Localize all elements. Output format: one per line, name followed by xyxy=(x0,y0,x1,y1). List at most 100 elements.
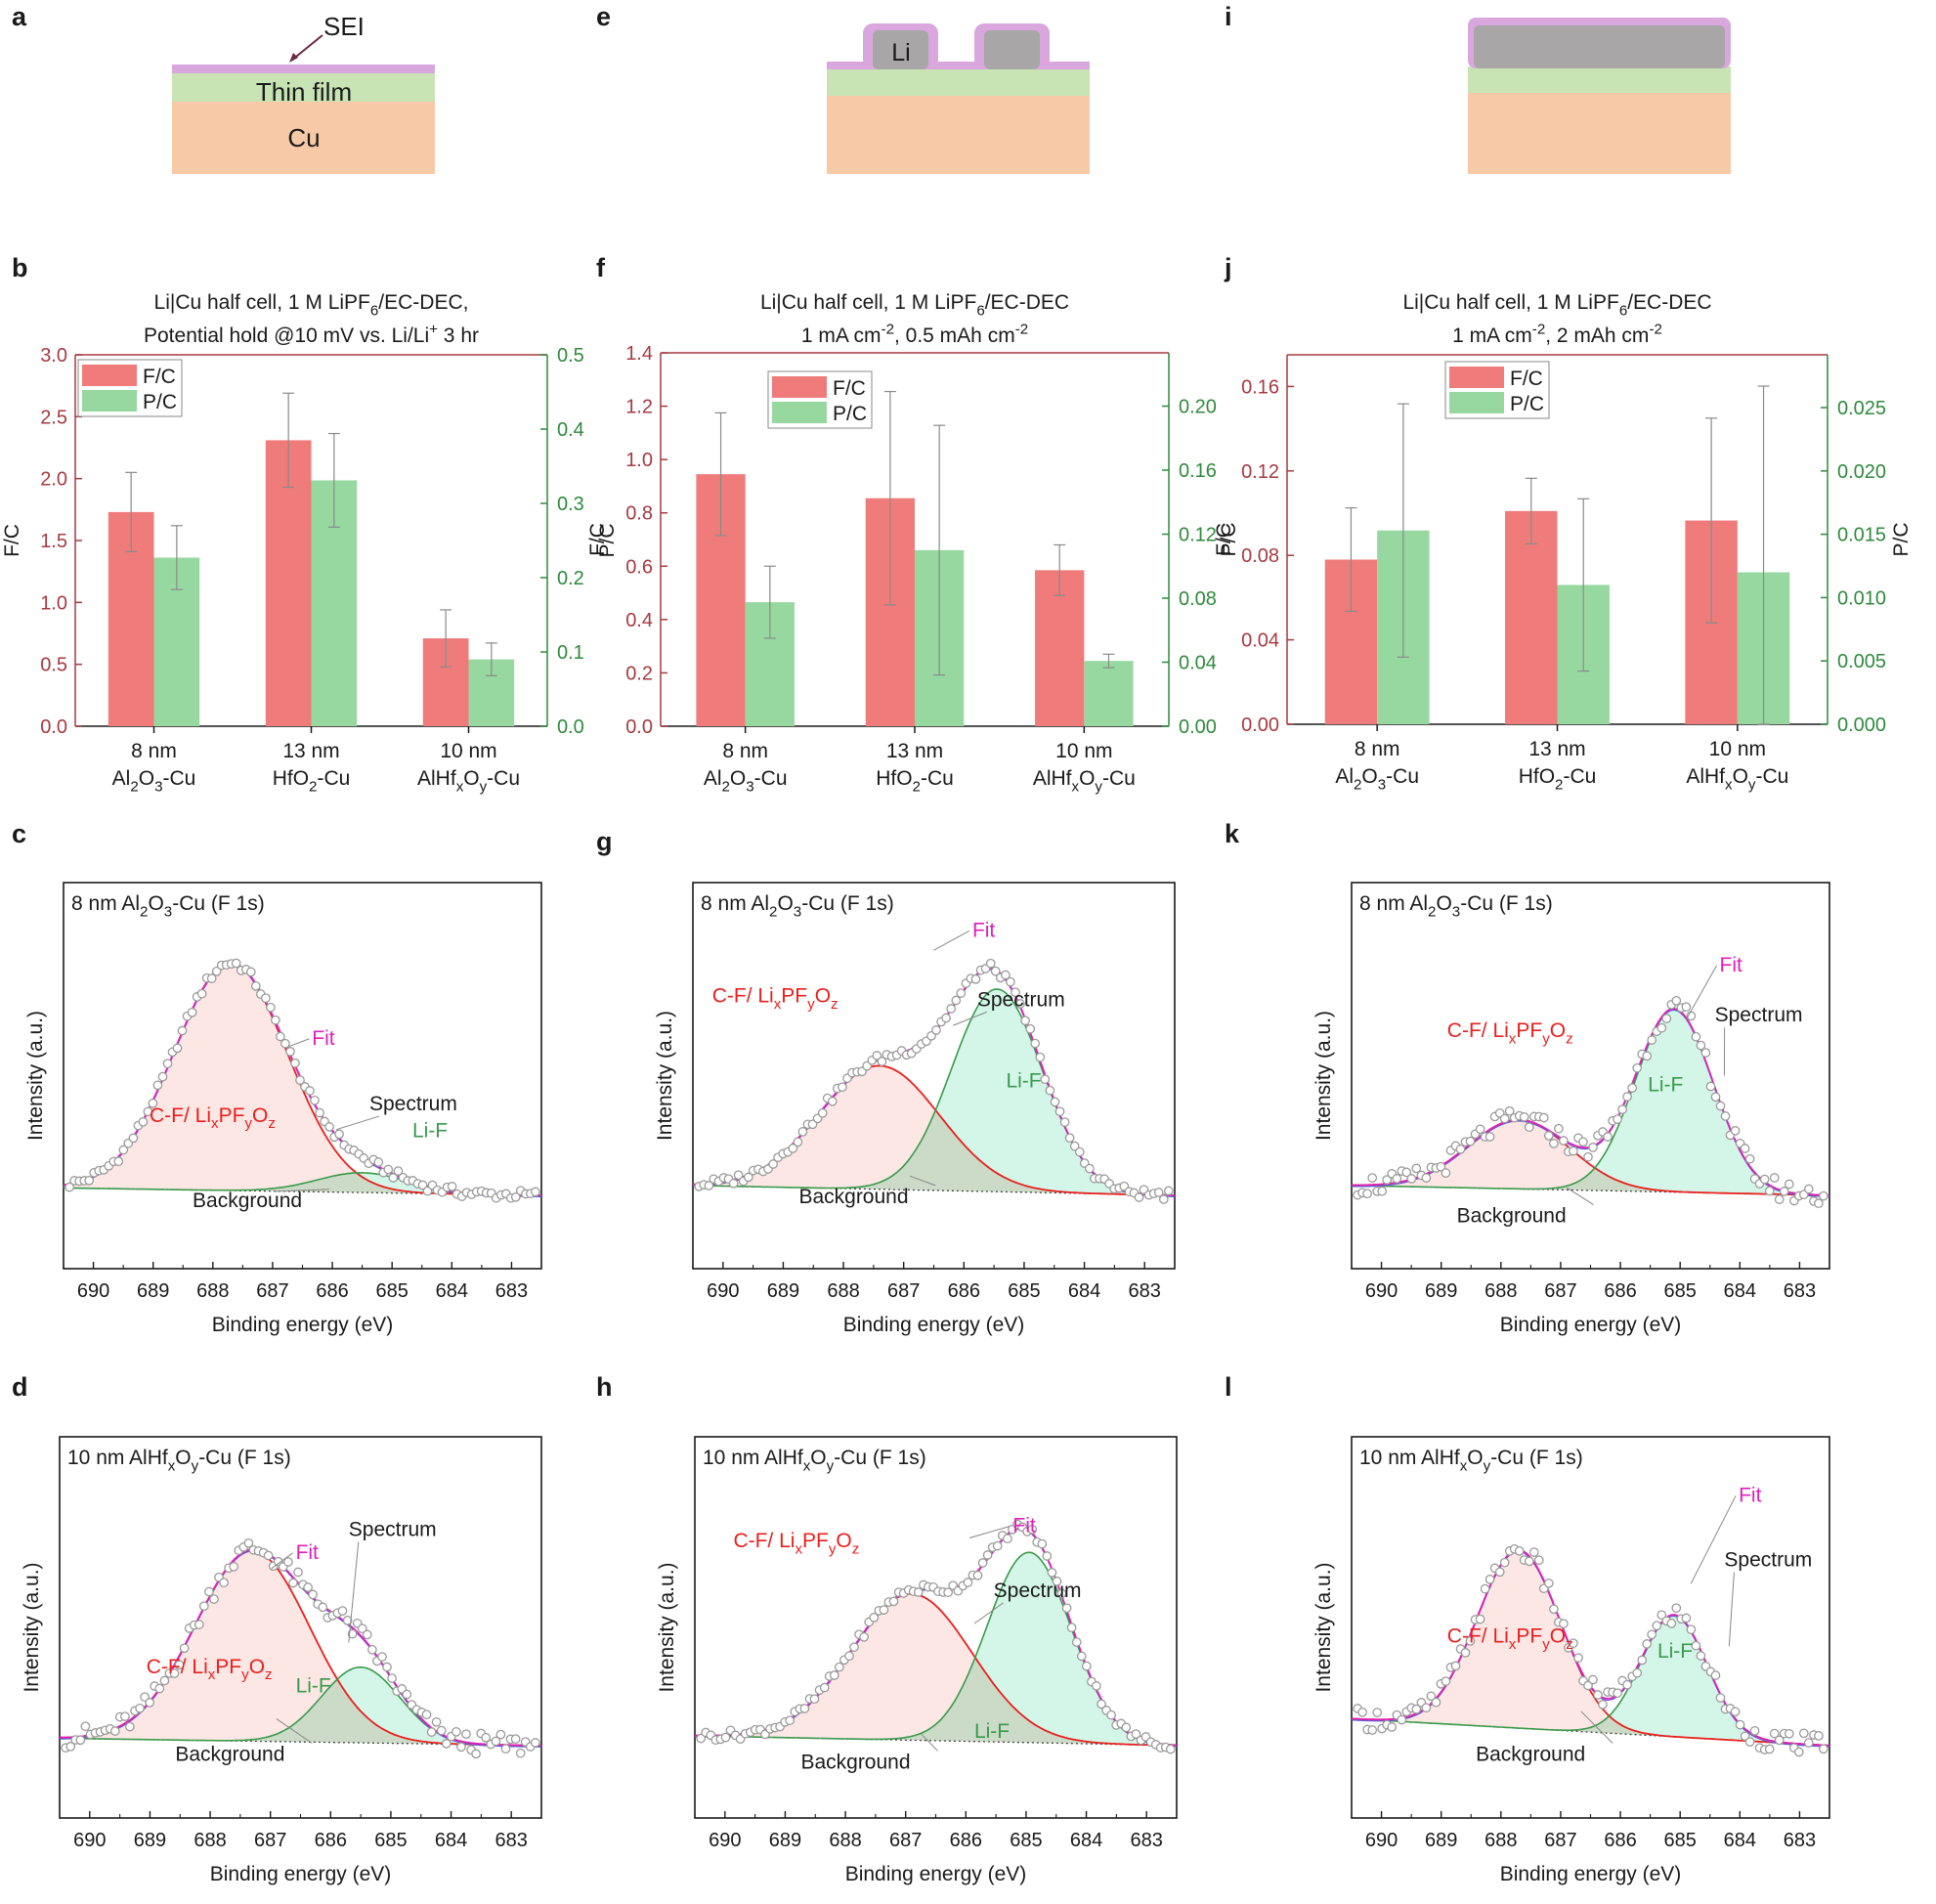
y2-tick-label: 0.20 xyxy=(1179,397,1217,418)
y-tick-label: 0.0 xyxy=(40,716,67,738)
data-point xyxy=(1633,1064,1641,1072)
y-tick-label: 0.6 xyxy=(625,556,653,578)
data-point xyxy=(829,1098,837,1105)
li-deposit-i xyxy=(1474,25,1725,68)
data-point xyxy=(1062,1604,1070,1612)
data-point xyxy=(155,1684,163,1692)
data-point xyxy=(452,1728,460,1736)
thin-film-layer-e xyxy=(827,69,1090,96)
category-label: 10 nm xyxy=(1055,740,1112,762)
background-label: Background xyxy=(193,1190,302,1212)
category-label: HfO2-Cu xyxy=(273,767,351,795)
data-point xyxy=(1441,1169,1449,1177)
x-tick-label: 688 xyxy=(194,1830,226,1851)
y2-tick-label: 0.08 xyxy=(1179,588,1217,610)
data-point xyxy=(978,1559,986,1567)
data-point xyxy=(915,1588,923,1596)
data-point xyxy=(81,1722,89,1730)
y-axis-label: Intensity (a.u.) xyxy=(654,1011,676,1141)
x-tick-label: 690 xyxy=(707,1280,739,1302)
data-point xyxy=(338,1607,346,1615)
category-label: 8 nm xyxy=(131,740,177,762)
data-point xyxy=(532,1739,539,1747)
category-label: 13 nm xyxy=(886,740,943,762)
data-point xyxy=(1662,1015,1670,1022)
spectrum-label: Spectrum xyxy=(1715,1004,1803,1026)
thin-film-layer-i xyxy=(1468,66,1731,93)
chart-title-line: Li|Cu half cell, 1 M LiPF6/EC-DEC, xyxy=(154,291,469,319)
lif-label: Li-F xyxy=(974,1720,1010,1743)
data-point xyxy=(1741,1145,1748,1152)
data-point xyxy=(422,1710,430,1718)
data-point xyxy=(1815,1199,1823,1207)
category-label: 10 nm xyxy=(440,740,496,762)
data-point xyxy=(983,1551,991,1559)
data-point xyxy=(819,1109,827,1117)
data-point xyxy=(139,1118,147,1126)
panel-letter-b: b xyxy=(12,253,28,282)
xps-chart-c: 690 689 688 687 686 685 684 683Binding energy (… xyxy=(24,883,541,1336)
data-point xyxy=(1496,1568,1504,1576)
category-label: AlHfxOy-Cu xyxy=(417,767,520,795)
schematic-e: Li xyxy=(827,23,1090,174)
category-label: 13 nm xyxy=(1528,738,1585,760)
data-point xyxy=(1682,1614,1690,1622)
data-point xyxy=(427,1728,435,1736)
x-tick-label: 687 xyxy=(256,1280,288,1302)
data-point xyxy=(1165,1187,1173,1194)
background-label: Background xyxy=(1476,1744,1585,1766)
x-tick-label: 683 xyxy=(495,1830,528,1851)
data-point xyxy=(374,1158,382,1166)
spectrum-label: Spectrum xyxy=(349,1518,437,1540)
category-label: AlHfxOy-Cu xyxy=(1033,767,1136,795)
data-point xyxy=(1643,1640,1651,1648)
x-tick-label: 684 xyxy=(1070,1830,1102,1851)
y-axis-label: F/C xyxy=(1,524,23,557)
data-point xyxy=(1776,1195,1784,1203)
data-point xyxy=(964,1579,971,1586)
data-point xyxy=(1107,1711,1115,1719)
data-point xyxy=(1441,1677,1449,1685)
x-tick-label: 683 xyxy=(495,1280,528,1302)
data-point xyxy=(1584,1153,1592,1161)
data-point xyxy=(1026,1025,1034,1033)
data-point xyxy=(286,1048,294,1056)
data-point xyxy=(1599,1701,1607,1709)
data-point xyxy=(1701,1049,1709,1057)
x-tick-label: 688 xyxy=(827,1280,859,1302)
data-point xyxy=(368,1646,376,1654)
bar-chart-f: Li|Cu half cell, 1 M LiPF6/EC-DEC1 mA cm… xyxy=(586,291,1240,795)
bar-pc xyxy=(1084,661,1133,726)
y-tick-label: 0.8 xyxy=(625,503,653,525)
data-point xyxy=(294,1568,302,1576)
sei-layer xyxy=(172,65,435,73)
data-point xyxy=(1657,1024,1665,1032)
schematic-a: Thin film Cu SEI xyxy=(172,12,435,174)
data-point xyxy=(1083,1662,1091,1669)
data-point xyxy=(1373,1709,1381,1716)
data-point xyxy=(1073,1638,1081,1646)
data-point xyxy=(432,1718,440,1726)
figure: a b c d e f g h i j k l Thin film Cu SEI… xyxy=(0,0,1936,1904)
data-point xyxy=(1122,1723,1130,1731)
x-tick-label: 688 xyxy=(1484,1830,1517,1851)
data-point xyxy=(957,989,965,997)
data-point xyxy=(121,1712,129,1720)
spectrum-label: Spectrum xyxy=(1724,1549,1812,1572)
data-point xyxy=(1038,1539,1046,1547)
y2-tick-label: 0.025 xyxy=(1837,398,1886,419)
data-point xyxy=(384,1165,392,1173)
data-point xyxy=(1004,1535,1011,1542)
panel-letter-k: k xyxy=(1225,819,1240,848)
legend-swatch xyxy=(1449,392,1504,413)
data-point xyxy=(987,960,995,968)
legend-label: P/C xyxy=(143,391,177,413)
legend-label: P/C xyxy=(1510,393,1544,415)
panel-letter-f: f xyxy=(596,253,606,282)
data-point xyxy=(163,1060,171,1067)
data-point xyxy=(1476,1125,1484,1133)
data-point xyxy=(1135,1193,1142,1201)
data-point xyxy=(794,1138,801,1146)
data-point xyxy=(1623,1093,1631,1101)
data-point xyxy=(1653,1622,1660,1629)
